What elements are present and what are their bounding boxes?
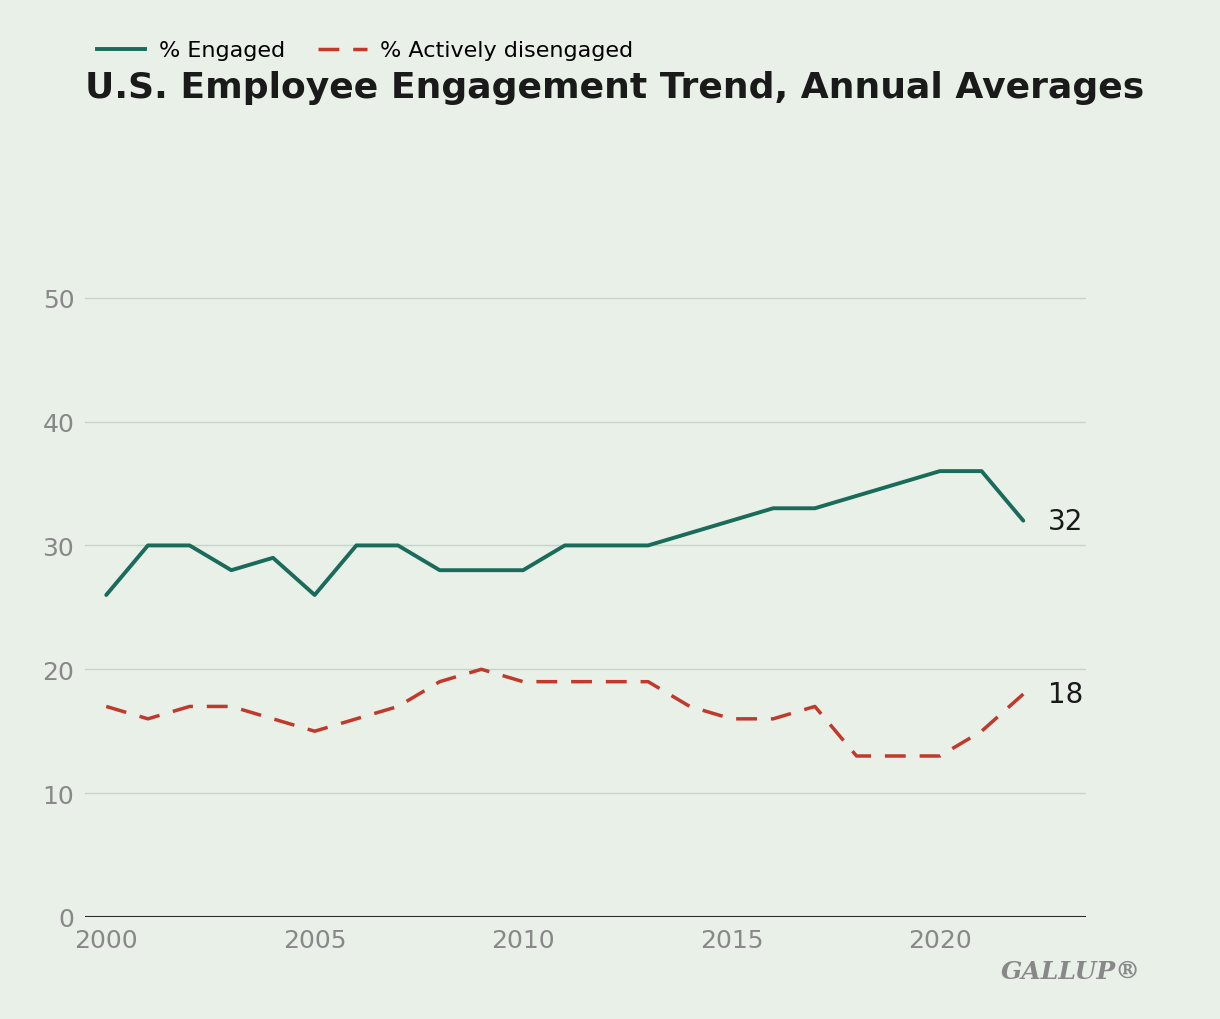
Text: GALLUP®: GALLUP® [1000,959,1141,983]
Text: 18: 18 [1048,681,1083,708]
Legend: % Engaged, % Actively disengaged: % Engaged, % Actively disengaged [96,41,633,61]
Text: U.S. Employee Engagement Trend, Annual Averages: U.S. Employee Engagement Trend, Annual A… [85,71,1144,105]
Text: 32: 32 [1048,507,1083,535]
